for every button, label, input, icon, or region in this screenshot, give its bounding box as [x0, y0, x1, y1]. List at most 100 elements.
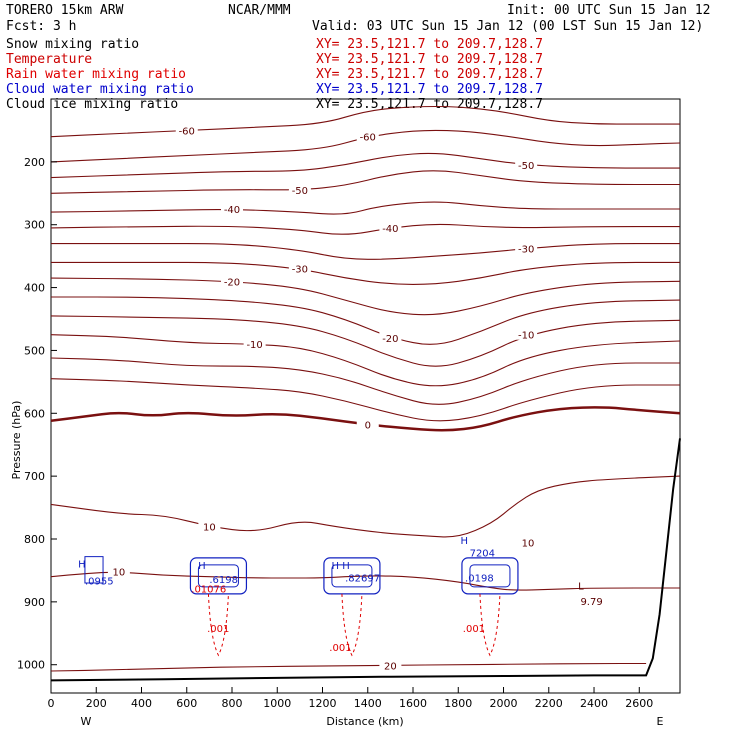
cloud-water-contour: [189, 557, 248, 595]
cloud-water-contour: [323, 557, 381, 595]
field-xy: XY= 23.5,121.7 to 209.7,128.7: [316, 37, 543, 52]
contour-line: [50, 378, 680, 422]
contour-line: [50, 170, 680, 194]
contour-line: [50, 315, 681, 367]
contour-label-bg: [175, 124, 198, 136]
rain-contour: [479, 593, 501, 657]
cloud-label: H H: [332, 561, 350, 572]
y-tick-label: 900: [24, 596, 45, 609]
y-tick-label: 600: [24, 407, 45, 420]
x-tick-label: 200: [86, 697, 107, 710]
contour-line: [51, 296, 681, 345]
cloud-water-contour: [331, 564, 373, 588]
y-tick-label: 300: [24, 219, 45, 232]
temperature-contours: [50, 105, 681, 672]
x-tick-label: 600: [176, 697, 197, 710]
extra-label: 9.79: [580, 597, 602, 608]
field-name: Rain water mixing ratio: [6, 67, 186, 82]
contour-label-bg: [288, 184, 311, 196]
cloud-label: H: [461, 536, 469, 547]
contour-label-bg: [288, 262, 311, 274]
field-xy: XY= 23.5,121.7 to 209.7,128.7: [316, 52, 543, 67]
east-label: E: [657, 715, 664, 728]
contour-label: 0: [365, 421, 371, 432]
x-tick-label: 1400: [354, 697, 382, 710]
contour-label-bg: [198, 520, 221, 532]
y-tick-label: 1000: [17, 659, 45, 672]
contour-label: -20: [224, 277, 240, 288]
cloud-label: .0198: [465, 574, 494, 585]
field-xy: XY= 23.5,121.7 to 209.7,128.7: [316, 97, 543, 112]
rain-label: .001: [463, 624, 485, 635]
cloud-label: .82697: [345, 574, 380, 585]
center-title: NCAR/MMM: [228, 3, 291, 18]
field-name: Cloud ice mixing ratio: [6, 97, 178, 112]
field-legend: Snow mixing ratio XY= 23.5,121.7 to 209.7…: [6, 37, 543, 112]
x-tick-label: 400: [131, 697, 152, 710]
contour-label: -50: [292, 186, 308, 197]
contour-label-bg: [356, 130, 379, 142]
contour-label-bg: [515, 328, 538, 340]
contour-labels: -60 -60 -50 -50 -40 -40 -30 -30 -20 -20 -10 -10 0 10 1…: [78, 124, 603, 672]
y-tick-label: 800: [24, 533, 45, 546]
x-tick-label: 1000: [263, 697, 291, 710]
field-name: Temperature: [6, 52, 92, 67]
x-axis-label: Distance (km): [326, 715, 403, 728]
extra-label: 10: [522, 539, 535, 550]
field-name: Snow mixing ratio: [6, 37, 139, 52]
contour-line: [50, 334, 681, 387]
rain-label: .001: [207, 624, 229, 635]
contour-line: [51, 243, 680, 260]
contour-label: -60: [360, 133, 376, 144]
x-tick-label: 800: [222, 697, 243, 710]
y-axis-label: Pressure (hPa): [10, 401, 23, 480]
cloud-label: H: [198, 561, 206, 572]
rain-label: .001: [329, 643, 351, 654]
model-title: TORERO 15km ARW: [6, 3, 124, 18]
x-tick-label: 2000: [490, 697, 518, 710]
contour-label: 10: [113, 568, 126, 579]
contour-label: -60: [179, 126, 195, 137]
contour-label-bg: [221, 203, 244, 214]
init-time: Init: 00 UTC Sun 15 Jan 12: [507, 3, 711, 18]
contour-label: -20: [382, 334, 398, 345]
contour-label-bg: [515, 159, 538, 170]
terrain-line: [50, 438, 681, 682]
y-tick-label: 500: [24, 344, 45, 357]
extra-label: L: [578, 581, 584, 592]
west-label: W: [81, 715, 92, 728]
cloud-features: [84, 556, 519, 657]
contour-label: 10: [203, 522, 216, 533]
x-tick-label: 2200: [535, 697, 563, 710]
contour-line: [50, 662, 647, 672]
contour-label: 20: [384, 661, 397, 672]
contour-label-bg: [515, 242, 538, 254]
contour-label-bg: [107, 565, 130, 577]
contour-line: [51, 261, 680, 285]
x-tick-label: 1600: [399, 697, 427, 710]
contour-line: [50, 406, 681, 432]
cloud-water-contour: [461, 557, 519, 595]
contour-line: [50, 475, 681, 538]
cloud-water-contour: [469, 564, 511, 588]
cloud-water-contour: [84, 556, 104, 584]
contour-label-bg: [221, 275, 244, 287]
contour-line: [50, 357, 680, 405]
field-name: Cloud water mixing ratio: [6, 82, 194, 97]
contour-label-bg: [379, 659, 402, 671]
rain-label: .01076: [191, 584, 226, 595]
y-tick-label: 200: [24, 156, 45, 169]
contour-line: [50, 201, 680, 215]
contour-label: -10: [518, 331, 534, 342]
contour-label-bg: [243, 338, 266, 350]
x-tick-label: 1200: [309, 697, 337, 710]
y-tick-label: 700: [24, 470, 45, 483]
x-tick-label: 2600: [625, 697, 653, 710]
contour-line: [50, 105, 680, 138]
x-tick-label: 1800: [444, 697, 472, 710]
cloud-label: 7204: [470, 549, 495, 560]
plot-frame: [50, 98, 681, 694]
cloud-water-contour: [197, 564, 239, 588]
contour-label: -50: [518, 161, 534, 172]
